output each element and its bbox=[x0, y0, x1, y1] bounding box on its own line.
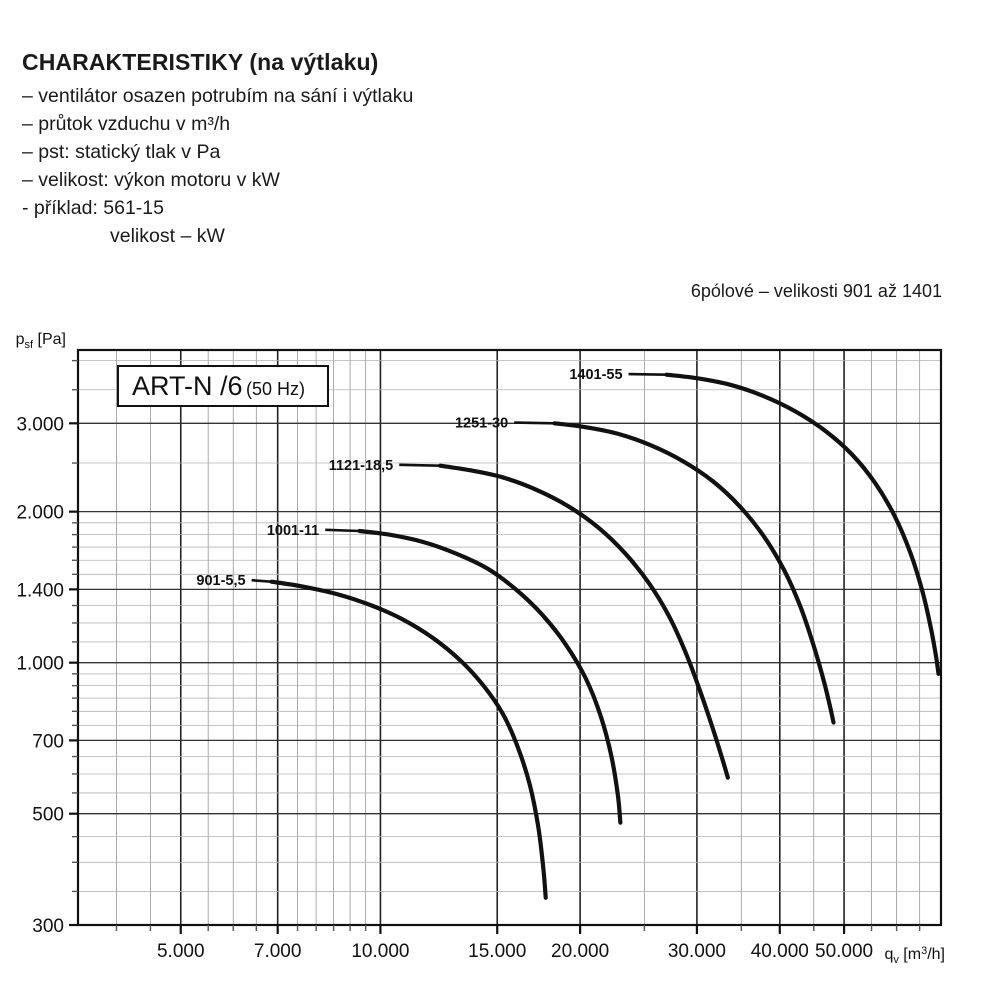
chart-title-box: ART-N /6 (50 Hz) bbox=[117, 365, 329, 407]
x-tick-label: 30.000 bbox=[668, 941, 726, 962]
header-line-2: – pst: statický tlak v Pa bbox=[22, 140, 221, 163]
x-tick-label: 5.000 bbox=[157, 941, 205, 962]
performance-curve-chart: 300 500 700 1.000 1.400 2.000 3.000 5.000 7.000 1… bbox=[16, 331, 945, 966]
chart-title-text: ART-N /6 bbox=[132, 371, 243, 401]
y-tick-label: 3.000 bbox=[16, 414, 64, 435]
curve-leader-1251-30 bbox=[514, 421, 555, 425]
y-tick-label: 700 bbox=[32, 731, 64, 752]
curve-label-1121-18,5: 1121-18,5 bbox=[329, 458, 394, 474]
x-axis: 5.000 7.000 10.000 15.000 20.000 30.000 40.000… bbox=[115, 925, 921, 962]
curve-label-1401-55: 1401-55 bbox=[569, 367, 622, 383]
plot-frame bbox=[76, 348, 943, 927]
header-line-0: – ventilátor osazen potrubím na sání i v… bbox=[22, 84, 414, 107]
curve-leader-1121-18,5 bbox=[399, 463, 441, 467]
title-box-frame bbox=[117, 365, 329, 407]
header-line-4: - příklad: 561-15 bbox=[22, 197, 164, 220]
header-line-indent: velikost – kW bbox=[110, 225, 225, 248]
curve-1401-55 bbox=[664, 372, 941, 676]
chart-subtitle: 6pólové – velikosti 901 až 1401 bbox=[690, 281, 942, 301]
x-tick-label: 15.000 bbox=[468, 941, 526, 962]
header-line-3: – velikost: výkon motoru v kW bbox=[22, 168, 280, 191]
x-axis-label: qv [m3/h] bbox=[884, 945, 945, 966]
chart-title-suffix: (50 Hz) bbox=[246, 379, 305, 399]
header-line-1: – průtok vzduchu v m³/h bbox=[22, 112, 231, 135]
curve-1251-30 bbox=[552, 421, 836, 725]
y-tick-label: 1.400 bbox=[16, 580, 64, 601]
x-tick-label: 40.000 bbox=[751, 941, 809, 962]
curve-leader-1001-11 bbox=[325, 528, 360, 533]
curve-1121-18,5 bbox=[437, 463, 730, 780]
y-tick-label: 500 bbox=[32, 805, 64, 826]
y-tick-label: 300 bbox=[32, 916, 64, 937]
y-axis-label: psf [Pa] bbox=[16, 331, 66, 351]
y-tick-label: 1.000 bbox=[16, 654, 64, 675]
x-tick-label: 50.000 bbox=[815, 941, 873, 962]
curve-1001-11 bbox=[357, 528, 623, 825]
curve-label-901-5,5: 901-5,5 bbox=[196, 573, 245, 589]
curve-label-1001-11: 1001-11 bbox=[267, 523, 319, 539]
curve-leader-1401-55 bbox=[628, 372, 667, 376]
curve-label-1251-30: 1251-30 bbox=[455, 416, 508, 432]
x-tick-label: 10.000 bbox=[351, 941, 409, 962]
curve-group: 901-5,5 1001-11 1121-18,5 1251-30 1401-55 bbox=[196, 367, 941, 900]
chart-container: 300 500 700 1.000 1.400 2.000 3.000 5.000 7.000 1… bbox=[0, 330, 1000, 990]
curve-901-5,5 bbox=[269, 579, 548, 900]
y-axis: 300 500 700 1.000 1.400 2.000 3.000 bbox=[16, 359, 78, 937]
header-block: CHARAKTERISTIKY (na výtlaku) – ventiláto… bbox=[22, 48, 642, 250]
x-tick-label: 20.000 bbox=[551, 941, 609, 962]
y-tick-label: 2.000 bbox=[16, 503, 64, 524]
page-title: CHARAKTERISTIKY (na výtlaku) bbox=[22, 49, 379, 75]
x-tick-label: 7.000 bbox=[254, 941, 302, 962]
curve-leader-901-5,5 bbox=[251, 578, 272, 584]
